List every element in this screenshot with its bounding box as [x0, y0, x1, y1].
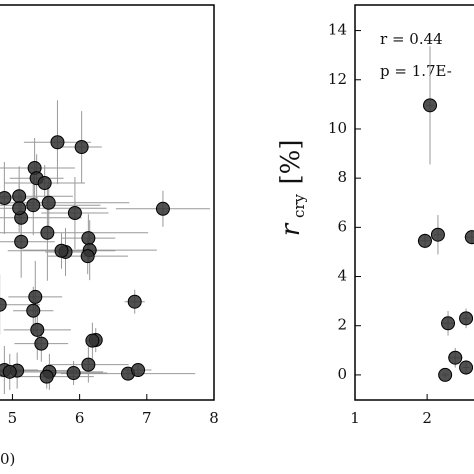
point — [0, 297, 7, 312]
point — [14, 234, 29, 249]
point — [127, 294, 142, 309]
point — [430, 227, 445, 242]
x-tick-label: 6 — [75, 409, 85, 427]
point — [37, 176, 52, 191]
point — [81, 357, 96, 372]
point — [459, 311, 474, 326]
y-tick-label: 6 — [337, 217, 347, 235]
y-label-symbol: r — [276, 222, 306, 236]
point — [417, 233, 432, 248]
point — [30, 322, 45, 337]
x-tick-label: 7 — [142, 409, 152, 427]
point — [12, 189, 27, 204]
point — [2, 364, 17, 379]
point — [66, 366, 81, 381]
point — [26, 303, 41, 318]
point — [41, 195, 56, 210]
point — [81, 231, 96, 246]
point — [54, 243, 69, 258]
point — [12, 201, 27, 216]
annotation: p = 1.7E- — [380, 62, 452, 80]
y-label-unit: [%] — [276, 140, 306, 185]
x-tick-label: 8 — [209, 409, 219, 427]
y-tick-label: 12 — [328, 70, 347, 88]
point — [155, 201, 170, 216]
x-tick-label: 5 — [8, 409, 18, 427]
point — [459, 360, 474, 375]
point — [74, 140, 89, 155]
x-tick-label: 2 — [422, 409, 432, 427]
y-label-subscript: cry — [290, 193, 308, 218]
point — [26, 198, 41, 213]
x-tick-label: 1 — [350, 409, 360, 427]
y-tick-label: 0 — [337, 365, 347, 383]
point — [438, 367, 453, 382]
point — [0, 191, 12, 206]
point — [464, 230, 474, 245]
point — [67, 205, 82, 220]
point — [441, 316, 456, 331]
y-tick-label: 10 — [328, 119, 347, 137]
y-tick-label: 4 — [337, 267, 347, 285]
annotation: r = 0.44 — [380, 30, 443, 48]
y-tick-label: 2 — [337, 316, 347, 334]
point — [448, 350, 463, 365]
point — [423, 98, 438, 113]
point — [40, 225, 55, 240]
plot-frame — [354, 4, 474, 401]
point — [28, 289, 43, 304]
point — [34, 336, 49, 351]
point — [39, 369, 54, 384]
y-tick-label: 8 — [337, 168, 347, 186]
point — [80, 249, 95, 264]
y-tick-label: 14 — [328, 21, 347, 39]
plot-frame — [0, 4, 215, 401]
y-axis-label: r cry [%] — [276, 140, 308, 237]
x-axis-label: 0) — [0, 450, 15, 468]
point — [131, 363, 146, 378]
point — [85, 333, 100, 348]
point — [50, 135, 65, 150]
